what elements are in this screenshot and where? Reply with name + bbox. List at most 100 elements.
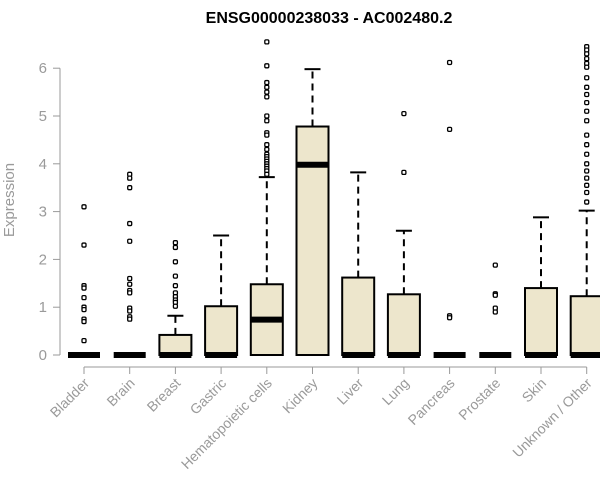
x-tick-label: Breast (144, 375, 184, 415)
outlier-point (584, 168, 590, 174)
outlier-point (264, 39, 270, 45)
x-tick-label: Prostate (455, 375, 503, 423)
outlier-point (127, 281, 133, 287)
outlier-point (127, 308, 133, 314)
x-tick-label: Bladder (47, 375, 93, 421)
boxes (68, 39, 600, 358)
outlier-point (172, 240, 179, 246)
outlier-point (264, 142, 270, 148)
x-tick-label: Liver (334, 375, 367, 408)
outlier-point (264, 118, 270, 124)
outlier-point (127, 316, 133, 322)
outlier-point (264, 132, 270, 138)
outlier-point (81, 318, 87, 325)
x-tick-label: Hematopoietic cells (178, 375, 275, 472)
outlier-point (264, 146, 270, 153)
outlier-point (584, 64, 590, 70)
box-group (295, 68, 330, 356)
chart-title: ENSG00000238033 - AC002480.2 (206, 10, 453, 27)
outlier-point (81, 204, 87, 210)
outlier-point (264, 113, 270, 119)
outlier-point (81, 242, 87, 248)
box-group (204, 234, 239, 358)
outlier-point (401, 169, 407, 176)
box-group (433, 59, 466, 358)
outlier-point (584, 189, 590, 196)
box-group (249, 39, 284, 357)
outlier-point (584, 55, 590, 62)
outlier-point (584, 91, 590, 98)
outlier-point (172, 244, 179, 251)
outlier-point (492, 262, 498, 268)
x-tick-label: Brain (103, 375, 137, 409)
y-tick-label: 5 (39, 108, 47, 125)
outlier-point (584, 84, 590, 90)
box-group (341, 171, 376, 358)
outlier-point (584, 151, 590, 157)
outlier-point (264, 63, 270, 69)
outlier-point (584, 161, 590, 167)
outlier-point (81, 285, 87, 291)
outlier-point (446, 315, 453, 321)
outlier-point (172, 303, 179, 309)
box-iqr (569, 295, 600, 356)
x-tick-label: Skin (519, 375, 550, 406)
outlier-point (127, 290, 133, 296)
box-group (479, 262, 512, 358)
y-tick-label: 2 (39, 251, 47, 268)
outlier-point (127, 275, 133, 282)
outlier-point (401, 110, 407, 117)
y-tick-label: 1 (39, 299, 47, 316)
outlier-point (127, 175, 133, 181)
y-axis-label: Expression (1, 163, 18, 237)
outlier-point (127, 185, 133, 191)
outlier-point (81, 338, 87, 344)
outlier-point (264, 84, 270, 90)
outlier-point (172, 283, 179, 289)
box-iqr (204, 305, 239, 356)
outlier-point (264, 171, 270, 177)
outlier-point (492, 292, 498, 298)
outlier-point (127, 220, 133, 227)
outlier-point (127, 238, 133, 244)
y-tick-label: 3 (39, 204, 47, 221)
outlier-point (584, 199, 590, 205)
box-iqr (341, 276, 376, 356)
box-group (569, 44, 600, 358)
outlier-point (446, 126, 453, 133)
outlier-point (584, 142, 590, 148)
y-tick-label: 0 (39, 347, 47, 364)
box-group (386, 110, 421, 358)
outlier-point (81, 294, 87, 301)
outlier-point (492, 309, 498, 315)
y-tick-label: 4 (39, 156, 47, 173)
outlier-point (446, 59, 453, 66)
x-tick-label: Lung (379, 375, 412, 408)
outlier-point (264, 79, 270, 86)
box-iqr (386, 293, 421, 357)
box-group (68, 204, 100, 358)
box-iqr (295, 125, 330, 356)
outlier-point (584, 175, 590, 181)
outlier-point (584, 51, 590, 57)
outlier-point (584, 182, 590, 188)
outlier-point (264, 89, 270, 95)
x-tick-label: Pancreas (405, 375, 458, 428)
outlier-point (584, 108, 590, 114)
outlier-point (584, 99, 590, 106)
outlier-point (584, 75, 590, 81)
x-tick-label: Gastric (187, 375, 230, 418)
outlier-point (81, 306, 87, 313)
box-group (524, 216, 558, 358)
outlier-point (172, 259, 179, 265)
y-tick-label: 6 (39, 60, 47, 77)
x-tick-label: Kidney (279, 375, 321, 417)
outlier-point (584, 118, 590, 124)
outlier-point (264, 94, 270, 100)
box-group (113, 171, 146, 358)
box-iqr (158, 333, 193, 357)
box-group (158, 240, 193, 358)
x-tick-label: Unknown / Other (509, 375, 595, 461)
box-iqr (524, 287, 558, 356)
